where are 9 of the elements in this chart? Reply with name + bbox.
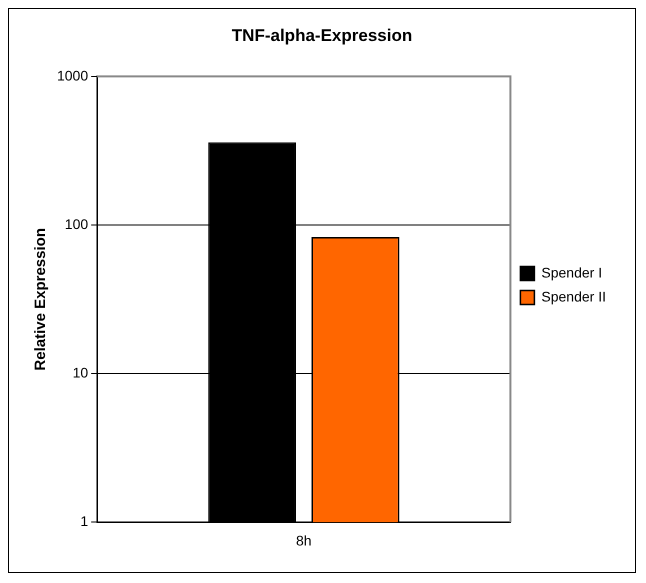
x-tick-label: 8h <box>296 532 312 548</box>
chart-title: TNF-alpha-Expression <box>232 26 412 45</box>
y-tick-label: 100 <box>64 216 88 232</box>
legend-label: Spender I <box>541 264 602 280</box>
y-tick-label: 1000 <box>56 67 88 84</box>
y-tick-label: 10 <box>72 364 88 380</box>
y-tick-label: 1 <box>80 513 88 530</box>
y-axis-title: Relative Expression <box>32 228 50 371</box>
legend-label: Spender II <box>541 288 606 304</box>
